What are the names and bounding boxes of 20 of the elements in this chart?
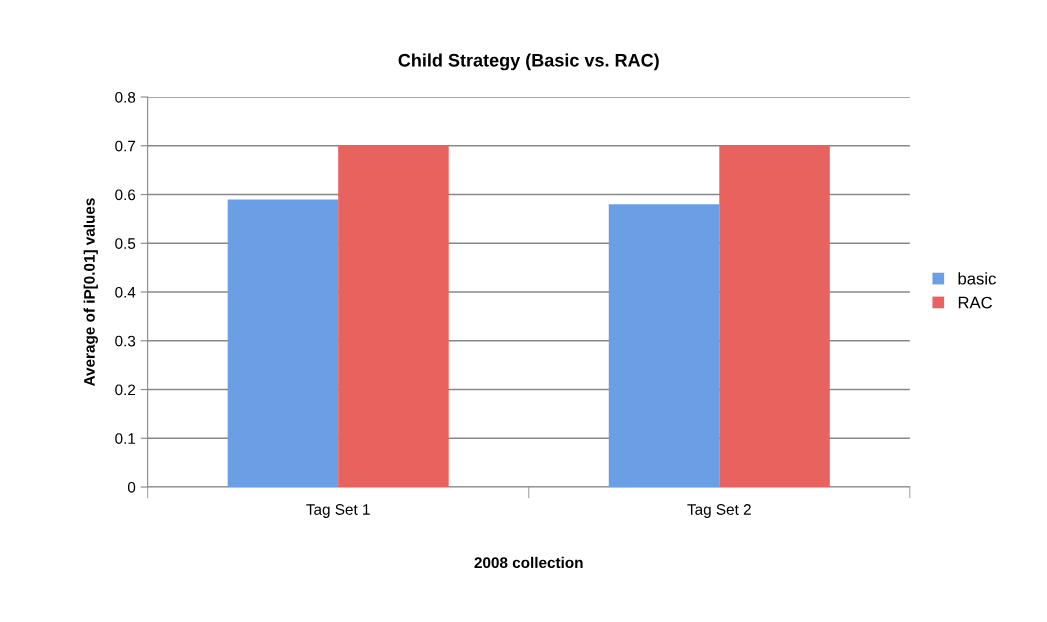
y-tick-label: 0.7 xyxy=(115,140,136,152)
bar xyxy=(608,204,720,488)
y-tick-label: 0.3 xyxy=(115,335,136,347)
y-tick-label: 0.4 xyxy=(115,286,136,298)
legend-label: RAC xyxy=(958,296,993,309)
chart-title: Child Strategy (Basic vs. RAC) xyxy=(398,53,659,71)
bar xyxy=(227,199,339,488)
y-tick-label: 0.6 xyxy=(115,189,136,201)
y-tick-label: 0 xyxy=(127,481,136,493)
y-tick-label: 0.2 xyxy=(115,384,136,396)
x-axis-title: 2008 collection xyxy=(474,556,583,569)
bar xyxy=(338,145,449,488)
x-tick-label: Tag Set 1 xyxy=(306,504,370,518)
y-tick-label: 0.5 xyxy=(115,238,136,249)
bar xyxy=(719,145,830,488)
y-axis-title: Average of iP[0.01] values xyxy=(83,198,98,387)
y-tick-label: 0.1 xyxy=(115,433,136,444)
legend-label: basic xyxy=(958,272,996,285)
y-tick-label: 0.8 xyxy=(115,91,136,103)
x-tick-label: Tag Set 2 xyxy=(687,504,751,518)
